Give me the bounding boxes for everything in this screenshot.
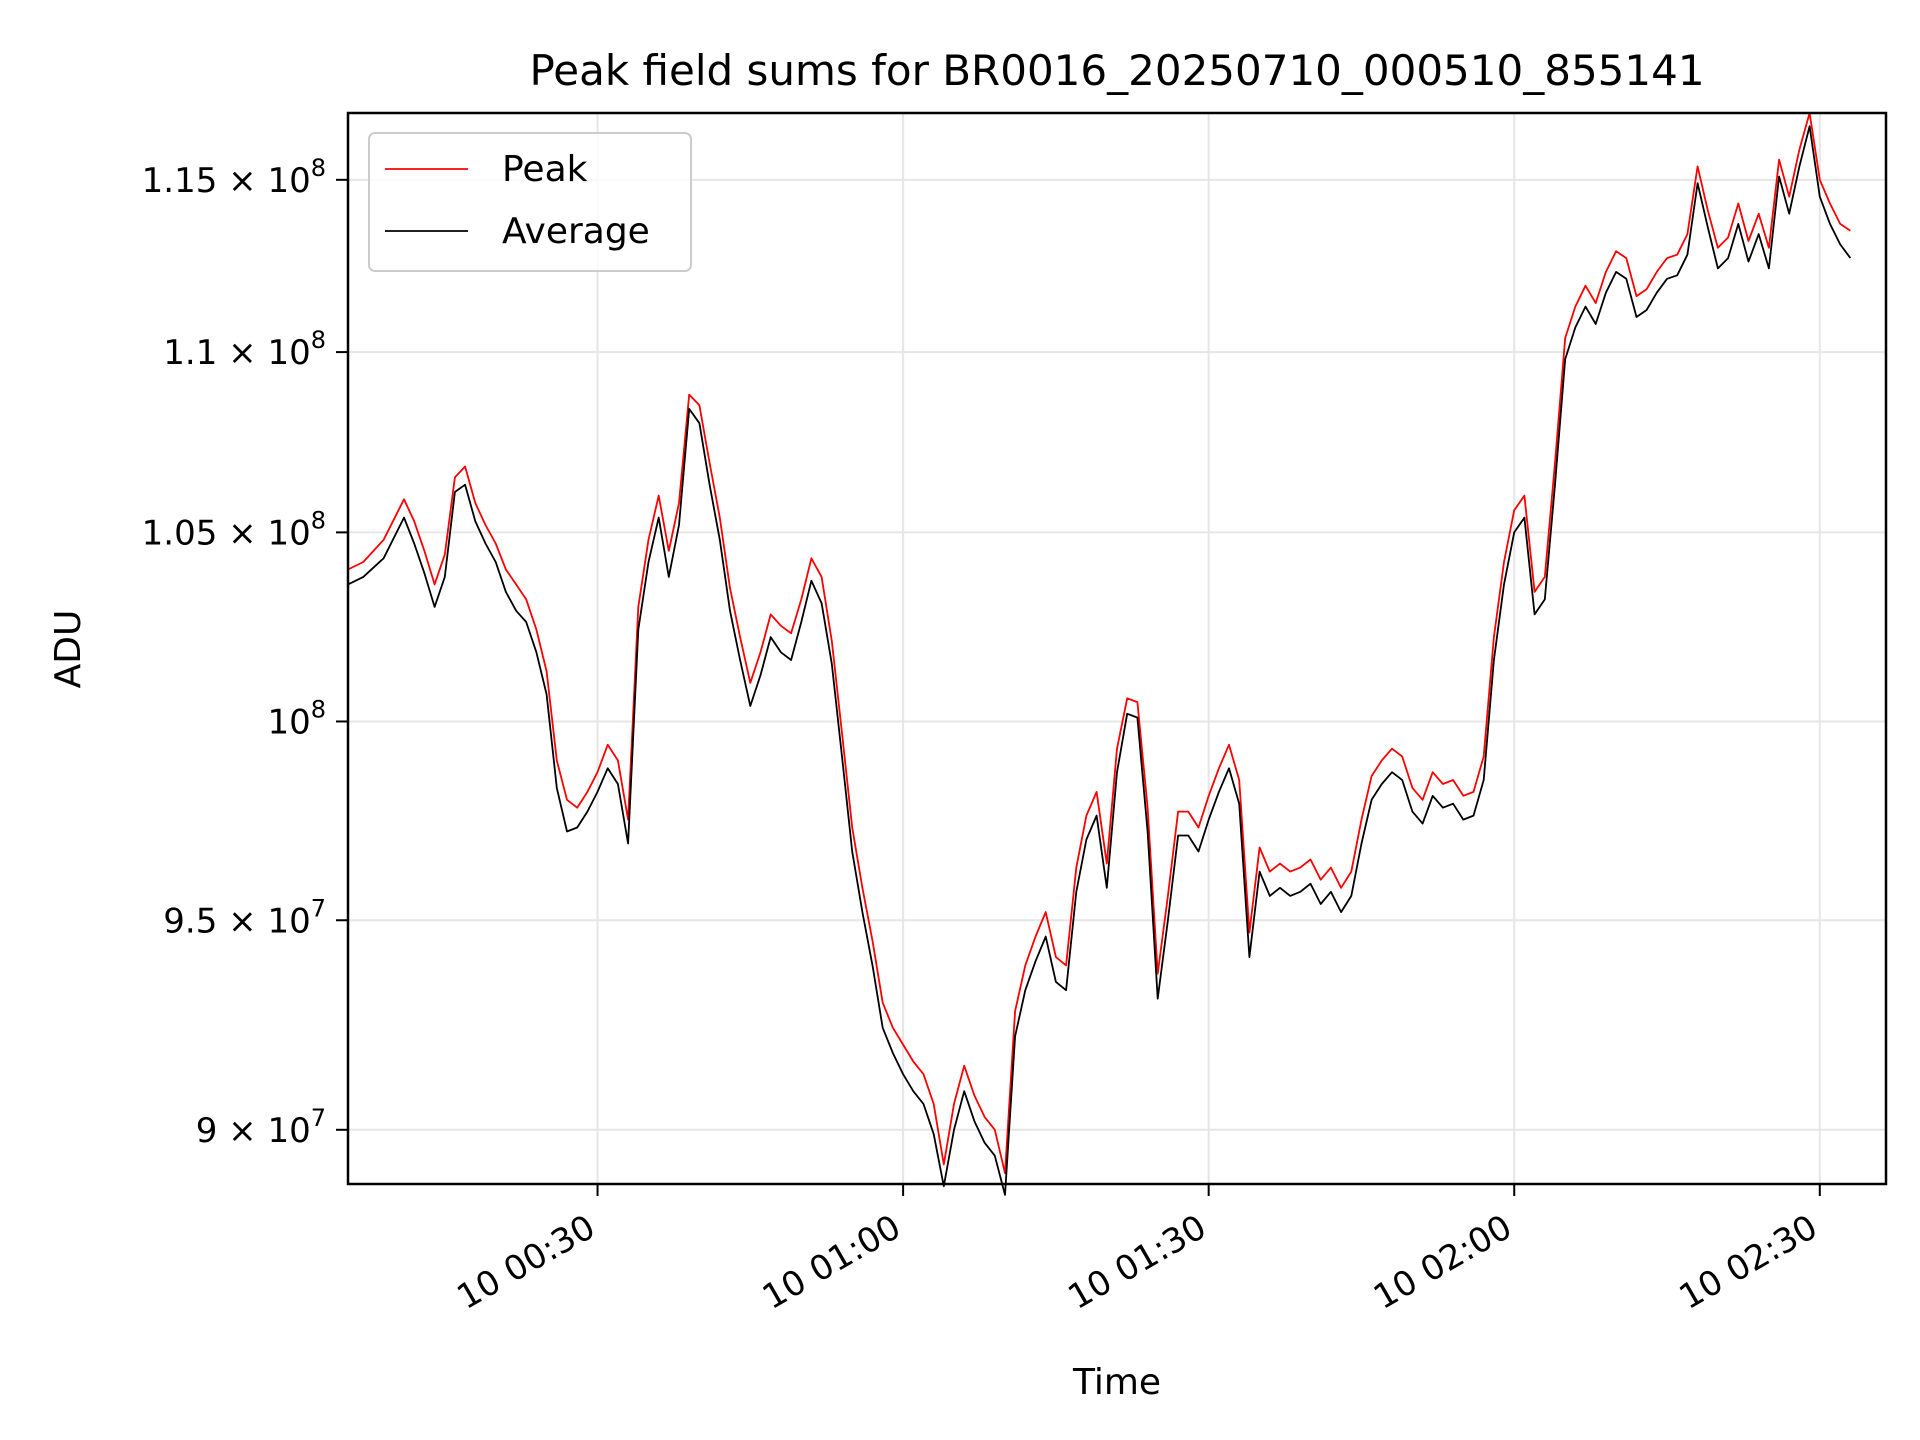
x-axis-label: Time <box>1072 1362 1161 1403</box>
y-tick-label: 108 <box>267 695 326 742</box>
y-tick-label: 1.05 × 108 <box>142 506 326 553</box>
y-tick-label: 1.1 × 108 <box>163 326 326 373</box>
y-tick-label: 9 × 107 <box>196 1104 326 1151</box>
legend-label-average: Average <box>502 211 650 252</box>
grid <box>348 113 1886 1184</box>
y-tick-label: 1.15 × 108 <box>142 154 326 201</box>
series-layer <box>347 112 1852 1196</box>
legend-box <box>368 132 692 272</box>
plot-frame <box>346 111 1888 1186</box>
series-line-average <box>347 125 1852 1196</box>
y-axis: 9 × 107 9.5 × 107 108 1.05 × 108 1.1 × 108 1.… <box>142 154 348 1151</box>
chart-title: Peak field sums for BR0016_20250710_0005… <box>529 46 1704 95</box>
y-axis-label: ADU <box>48 610 89 689</box>
y-tick-label: 9.5 × 107 <box>163 894 326 941</box>
legend: Peak Average <box>368 132 692 272</box>
series-line-peak <box>347 112 1851 1174</box>
legend-label-peak: Peak <box>502 149 588 190</box>
